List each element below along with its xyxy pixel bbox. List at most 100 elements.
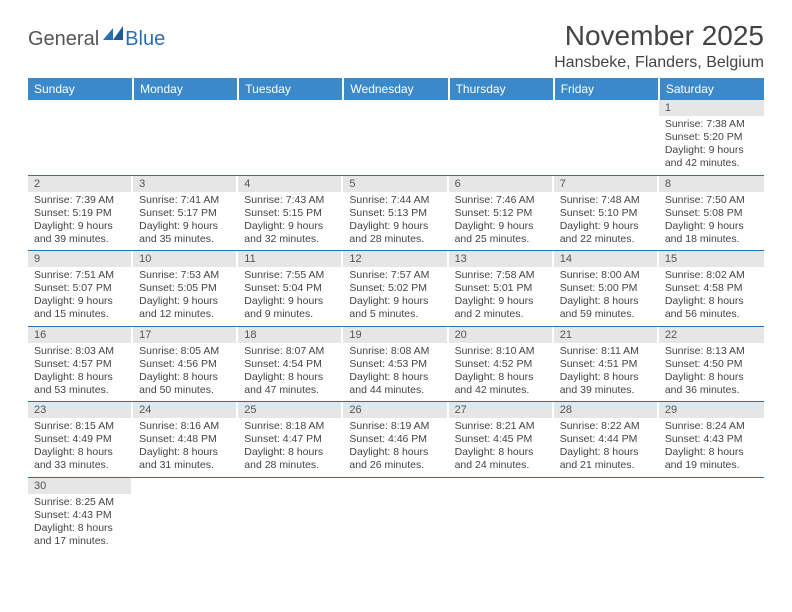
calendar-cell: 16Sunrise: 8:03 AMSunset: 4:57 PMDayligh…	[28, 326, 133, 402]
day-number-empty	[449, 100, 554, 116]
day-details: Sunrise: 8:15 AMSunset: 4:49 PMDaylight:…	[28, 418, 133, 477]
day-number-empty	[238, 478, 343, 494]
day-number-empty	[133, 478, 238, 494]
calendar-cell: 22Sunrise: 8:13 AMSunset: 4:50 PMDayligh…	[659, 326, 764, 402]
calendar-cell: 8Sunrise: 7:50 AMSunset: 5:08 PMDaylight…	[659, 175, 764, 251]
flag-icon	[103, 26, 125, 49]
calendar-cell: 9Sunrise: 7:51 AMSunset: 5:07 PMDaylight…	[28, 251, 133, 327]
day-details: Sunrise: 8:07 AMSunset: 4:54 PMDaylight:…	[238, 343, 343, 402]
calendar-cell: 29Sunrise: 8:24 AMSunset: 4:43 PMDayligh…	[659, 402, 764, 478]
day-number-empty	[554, 100, 659, 116]
calendar-cell: 20Sunrise: 8:10 AMSunset: 4:52 PMDayligh…	[449, 326, 554, 402]
calendar-cell: 7Sunrise: 7:48 AMSunset: 5:10 PMDaylight…	[554, 175, 659, 251]
calendar-cell: 5Sunrise: 7:44 AMSunset: 5:13 PMDaylight…	[343, 175, 448, 251]
weekday-header-row: SundayMondayTuesdayWednesdayThursdayFrid…	[28, 78, 764, 100]
day-details: Sunrise: 8:21 AMSunset: 4:45 PMDaylight:…	[449, 418, 554, 477]
day-details: Sunrise: 7:53 AMSunset: 5:05 PMDaylight:…	[133, 267, 238, 326]
day-number: 25	[238, 402, 343, 418]
calendar-cell: 1Sunrise: 7:38 AMSunset: 5:20 PMDaylight…	[659, 100, 764, 175]
day-number-empty	[659, 478, 764, 494]
day-number-empty	[133, 100, 238, 116]
calendar-cell	[343, 477, 448, 552]
calendar-cell	[238, 477, 343, 552]
day-number-empty	[554, 478, 659, 494]
calendar-week-row: 1Sunrise: 7:38 AMSunset: 5:20 PMDaylight…	[28, 100, 764, 175]
calendar-cell: 14Sunrise: 8:00 AMSunset: 5:00 PMDayligh…	[554, 251, 659, 327]
day-details: Sunrise: 7:43 AMSunset: 5:15 PMDaylight:…	[238, 192, 343, 251]
day-details: Sunrise: 8:24 AMSunset: 4:43 PMDaylight:…	[659, 418, 764, 477]
day-details: Sunrise: 7:50 AMSunset: 5:08 PMDaylight:…	[659, 192, 764, 251]
day-details: Sunrise: 7:55 AMSunset: 5:04 PMDaylight:…	[238, 267, 343, 326]
calendar-cell: 27Sunrise: 8:21 AMSunset: 4:45 PMDayligh…	[449, 402, 554, 478]
day-number: 22	[659, 327, 764, 343]
calendar-cell: 4Sunrise: 7:43 AMSunset: 5:15 PMDaylight…	[238, 175, 343, 251]
day-number: 27	[449, 402, 554, 418]
day-details: Sunrise: 8:11 AMSunset: 4:51 PMDaylight:…	[554, 343, 659, 402]
day-number: 7	[554, 176, 659, 192]
day-number: 10	[133, 251, 238, 267]
calendar-cell	[554, 100, 659, 175]
calendar-cell: 24Sunrise: 8:16 AMSunset: 4:48 PMDayligh…	[133, 402, 238, 478]
calendar-cell: 19Sunrise: 8:08 AMSunset: 4:53 PMDayligh…	[343, 326, 448, 402]
day-details: Sunrise: 7:46 AMSunset: 5:12 PMDaylight:…	[449, 192, 554, 251]
day-details: Sunrise: 7:51 AMSunset: 5:07 PMDaylight:…	[28, 267, 133, 326]
day-details: Sunrise: 8:02 AMSunset: 4:58 PMDaylight:…	[659, 267, 764, 326]
day-details: Sunrise: 7:41 AMSunset: 5:17 PMDaylight:…	[133, 192, 238, 251]
day-number: 23	[28, 402, 133, 418]
calendar-cell: 6Sunrise: 7:46 AMSunset: 5:12 PMDaylight…	[449, 175, 554, 251]
day-number: 17	[133, 327, 238, 343]
day-number: 24	[133, 402, 238, 418]
weekday-header: Saturday	[659, 78, 764, 100]
logo: General Blue	[28, 28, 165, 51]
day-details: Sunrise: 8:25 AMSunset: 4:43 PMDaylight:…	[28, 494, 133, 553]
day-details: Sunrise: 8:03 AMSunset: 4:57 PMDaylight:…	[28, 343, 133, 402]
day-number: 3	[133, 176, 238, 192]
weekday-header: Thursday	[449, 78, 554, 100]
calendar-cell: 10Sunrise: 7:53 AMSunset: 5:05 PMDayligh…	[133, 251, 238, 327]
location-label: Hansbeke, Flanders, Belgium	[554, 54, 764, 72]
logo-text-blue: Blue	[125, 28, 165, 51]
day-details: Sunrise: 8:10 AMSunset: 4:52 PMDaylight:…	[449, 343, 554, 402]
day-number-empty	[343, 478, 448, 494]
weekday-header: Friday	[554, 78, 659, 100]
calendar-cell: 2Sunrise: 7:39 AMSunset: 5:19 PMDaylight…	[28, 175, 133, 251]
day-details: Sunrise: 8:00 AMSunset: 5:00 PMDaylight:…	[554, 267, 659, 326]
day-number: 21	[554, 327, 659, 343]
calendar-cell	[133, 100, 238, 175]
calendar-cell: 11Sunrise: 7:55 AMSunset: 5:04 PMDayligh…	[238, 251, 343, 327]
calendar-week-row: 2Sunrise: 7:39 AMSunset: 5:19 PMDaylight…	[28, 175, 764, 251]
day-number: 19	[343, 327, 448, 343]
day-number-empty	[449, 478, 554, 494]
day-details: Sunrise: 7:39 AMSunset: 5:19 PMDaylight:…	[28, 192, 133, 251]
day-number: 9	[28, 251, 133, 267]
day-number: 14	[554, 251, 659, 267]
day-number: 29	[659, 402, 764, 418]
weekday-header: Tuesday	[238, 78, 343, 100]
calendar-cell	[659, 477, 764, 552]
calendar-cell: 13Sunrise: 7:58 AMSunset: 5:01 PMDayligh…	[449, 251, 554, 327]
day-number: 30	[28, 478, 133, 494]
day-number: 11	[238, 251, 343, 267]
day-details: Sunrise: 8:16 AMSunset: 4:48 PMDaylight:…	[133, 418, 238, 477]
day-number: 12	[343, 251, 448, 267]
calendar-cell: 18Sunrise: 8:07 AMSunset: 4:54 PMDayligh…	[238, 326, 343, 402]
header: General Blue November 2025 Hansbeke, Fla…	[28, 20, 764, 72]
day-number: 20	[449, 327, 554, 343]
calendar-cell	[133, 477, 238, 552]
day-details: Sunrise: 8:18 AMSunset: 4:47 PMDaylight:…	[238, 418, 343, 477]
calendar-week-row: 30Sunrise: 8:25 AMSunset: 4:43 PMDayligh…	[28, 477, 764, 552]
day-number: 8	[659, 176, 764, 192]
weekday-header: Monday	[133, 78, 238, 100]
calendar-cell	[449, 100, 554, 175]
day-number: 15	[659, 251, 764, 267]
calendar-cell	[343, 100, 448, 175]
calendar-cell: 3Sunrise: 7:41 AMSunset: 5:17 PMDaylight…	[133, 175, 238, 251]
day-details: Sunrise: 7:57 AMSunset: 5:02 PMDaylight:…	[343, 267, 448, 326]
calendar-week-row: 23Sunrise: 8:15 AMSunset: 4:49 PMDayligh…	[28, 402, 764, 478]
day-number: 28	[554, 402, 659, 418]
calendar-cell: 28Sunrise: 8:22 AMSunset: 4:44 PMDayligh…	[554, 402, 659, 478]
day-number: 18	[238, 327, 343, 343]
day-number-empty	[28, 100, 133, 116]
weekday-header: Wednesday	[343, 78, 448, 100]
day-details: Sunrise: 7:38 AMSunset: 5:20 PMDaylight:…	[659, 116, 764, 175]
